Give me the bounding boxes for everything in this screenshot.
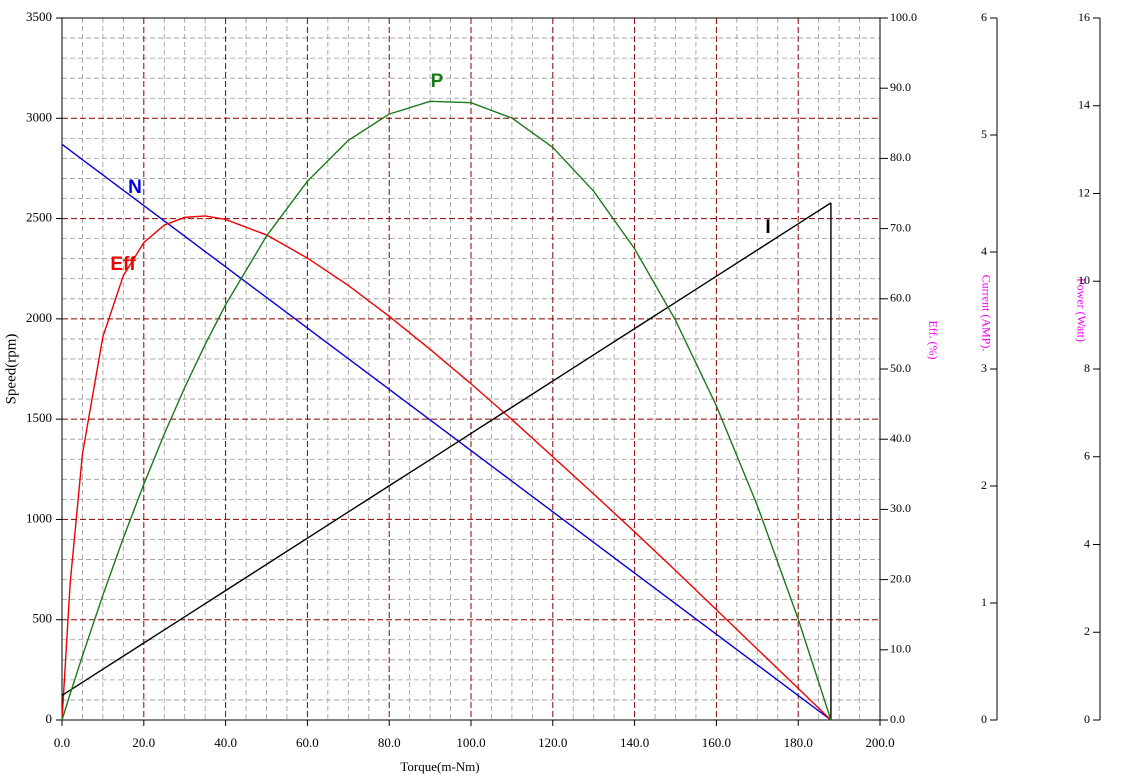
y-tick-label: 5 — [981, 127, 987, 141]
curve-label: Eff — [110, 254, 136, 275]
y-tick-label: 50.0 — [890, 361, 911, 375]
y-tick-label: 30.0 — [890, 501, 911, 515]
x-tick-label: 160.0 — [702, 735, 731, 750]
y-tick-label: 70.0 — [890, 220, 911, 234]
y-tick-label: 3000 — [26, 109, 52, 124]
y-tick-label: 20.0 — [890, 571, 911, 585]
y-tick-label: 60.0 — [890, 291, 911, 305]
y-tick-label: 0 — [981, 712, 987, 726]
y-tick-label: 3 — [981, 361, 987, 375]
y-tick-label: 6 — [1084, 449, 1090, 463]
y-tick-label: 0.0 — [890, 712, 905, 726]
x-tick-label: 0.0 — [54, 735, 70, 750]
y-tick-label: 10.0 — [890, 642, 911, 656]
y-tick-label: 6 — [981, 10, 987, 24]
y-tick-label: 1 — [981, 595, 987, 609]
y-tick-label: 90.0 — [890, 80, 911, 94]
y-tick-label: 2 — [981, 478, 987, 492]
y-tick-label: 2500 — [26, 210, 52, 225]
current-axis-title: Current (AMP). — [979, 275, 993, 352]
x-tick-label: 200.0 — [865, 735, 894, 750]
y-tick-label: 10 — [1078, 273, 1090, 287]
y-tick-label: 0 — [46, 711, 53, 726]
x-tick-label: 80.0 — [378, 735, 401, 750]
x-tick-label: 100.0 — [456, 735, 485, 750]
curve-label: P — [431, 71, 444, 92]
x-tick-label: 40.0 — [214, 735, 237, 750]
series-line — [61, 100, 832, 721]
x-tick-label: 180.0 — [784, 735, 813, 750]
y-tick-label: 80.0 — [890, 150, 911, 164]
y-tick-label: 3500 — [26, 9, 52, 24]
power-axis-title: Power (Watt) — [1074, 278, 1088, 342]
curve-label: N — [128, 177, 142, 198]
y-tick-label: 100.0 — [890, 10, 917, 24]
x-tick-label: 140.0 — [620, 735, 649, 750]
y-tick-label: 12 — [1078, 185, 1090, 199]
x-tick-label: 120.0 — [538, 735, 567, 750]
y-tick-label: 2 — [1084, 624, 1090, 638]
series-line — [61, 215, 832, 721]
y-tick-label: 2000 — [26, 310, 52, 325]
y-tick-label: 500 — [33, 611, 53, 626]
y-tick-label: 0 — [1084, 712, 1090, 726]
x-tick-label: 60.0 — [296, 735, 319, 750]
x-tick-label: 20.0 — [132, 735, 155, 750]
y-tick-label: 1000 — [26, 510, 52, 525]
curve-label: I — [765, 217, 770, 238]
y-tick-label: 16 — [1078, 10, 1090, 24]
y-tick-label: 4 — [981, 244, 987, 258]
y-tick-label: 40.0 — [890, 431, 911, 445]
y-tick-label: 8 — [1084, 361, 1090, 375]
y-tick-label: 1500 — [26, 410, 52, 425]
series-line — [61, 143, 832, 721]
series-line — [61, 202, 832, 697]
eff-axis-title: Eff. (%) — [926, 320, 940, 359]
y-tick-label: 4 — [1084, 536, 1090, 550]
y-tick-label: 14 — [1078, 98, 1090, 112]
y-axis-title: Speed(rpm) — [3, 334, 19, 405]
x-axis-title: Torque(m-Nm) — [400, 759, 479, 774]
